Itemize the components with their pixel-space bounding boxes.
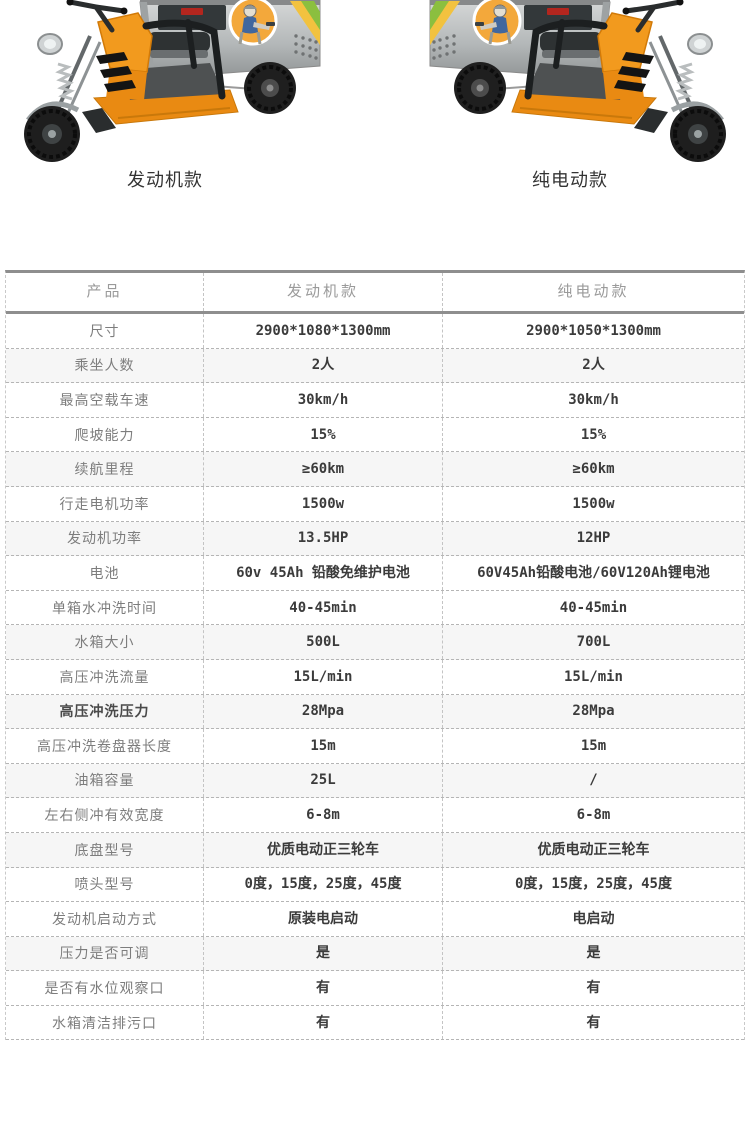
spec-value-engine: 28Mpa <box>203 694 442 729</box>
spec-label: 水箱大小 <box>74 634 135 651</box>
spec-value-engine: 30km/h <box>203 383 442 417</box>
spec-value-engine: 15% <box>203 417 442 452</box>
spec-value-engine: 15m <box>203 729 442 763</box>
spec-value-electric: 30km/h <box>442 383 744 417</box>
engine-model-image <box>0 0 333 165</box>
spec-value-electric: 是 <box>442 936 744 971</box>
spec-row: 电池 60v 45Ah 铅酸免维护电池 60V45Ah铅酸电池/60V120Ah锂电… <box>6 556 744 591</box>
spec-label: 续航里程 <box>74 461 135 478</box>
spec-row: 乘坐人数 2人 2人 <box>6 348 744 384</box>
spec-label: 单箱水冲洗时间 <box>52 599 157 616</box>
spec-label: 高压冲洗流量 <box>59 668 150 685</box>
spec-value-engine: ≥60km <box>203 452 442 486</box>
electric-model-image <box>417 0 750 165</box>
spec-value-electric: 12HP <box>442 521 744 556</box>
header-electric-model-column: 纯电动款 <box>442 273 744 311</box>
spec-value-electric: 15% <box>442 417 744 452</box>
spec-row: 尺寸 2900*1080*1300mm 2900*1050*1300mm <box>6 314 744 349</box>
spec-row: 发动机启动方式 原装电启动 电启动 <box>6 902 744 937</box>
spec-label: 爬坡能力 <box>74 426 135 443</box>
spec-label: 行走电机功率 <box>59 495 150 512</box>
spec-row: 最高空载车速 30km/h 30km/h <box>6 383 744 418</box>
spec-row: 是否有水位观察口 有有 <box>6 971 744 1006</box>
spec-value-electric: 0度，15度，25度，45度 <box>442 867 744 902</box>
spec-value-electric: 电启动 <box>442 902 744 936</box>
spec-value-engine: 有 <box>203 1005 442 1040</box>
spec-value-engine: 25L <box>203 763 442 798</box>
header-engine-model-column: 发动机款 <box>203 273 442 311</box>
spec-row: 高压冲洗卷盘器长度 15m 15m <box>6 729 744 764</box>
spec-value-electric: ≥60km <box>442 452 744 486</box>
spec-comparison-table: 产品 发动机款 纯电动款 尺寸 2900*1080*1300mm 2900*1050… <box>5 270 745 1041</box>
spec-value-electric: 15L/min <box>442 659 744 694</box>
spec-label: 电池 <box>89 564 120 581</box>
spec-value-engine: 2人 <box>203 348 442 383</box>
spec-value-electric: 有 <box>442 1005 744 1040</box>
spec-row: 单箱水冲洗时间 40-45min 40-45min <box>6 590 744 626</box>
spec-value-electric: 6-8m <box>442 798 744 832</box>
spec-value-engine: 0度，15度，25度，45度 <box>203 867 442 902</box>
spec-value-electric: 优质电动正三轮车 <box>442 832 744 867</box>
spec-label: 发动机功率 <box>67 530 142 547</box>
spec-value-engine: 13.5HP <box>203 521 442 556</box>
spec-row: 行走电机功率 1500w 1500w <box>6 486 744 522</box>
engine-model-caption: 发动机款 <box>127 170 203 190</box>
spec-row: 续航里程 ≥60km ≥60km <box>6 452 744 487</box>
spec-label: 压力是否可调 <box>59 945 150 962</box>
spec-row: 底盘型号 优质电动正三轮车 优质电动正三轮车 <box>6 832 744 868</box>
spec-label: 油箱容量 <box>74 772 135 789</box>
spec-row: 高压冲洗压力 28Mpa 28Mpa <box>6 694 744 730</box>
spec-row: 油箱容量 25L / <box>6 763 744 799</box>
spec-value-engine: 500L <box>203 625 442 659</box>
spec-row: 爬坡能力 15% 15% <box>6 417 744 453</box>
spec-value-electric: 40-45min <box>442 590 744 625</box>
spec-table-body: 尺寸 2900*1080*1300mm 2900*1050*1300mm 乘坐人数 2人… <box>6 314 744 1041</box>
spec-value-engine: 15L/min <box>203 659 442 694</box>
spec-value-electric: 1500w <box>442 486 744 521</box>
spec-row: 发动机功率 13.5HP 12HP <box>6 521 744 557</box>
spec-label: 高压冲洗压力 <box>59 703 150 720</box>
spec-label: 喷头型号 <box>74 876 135 893</box>
spec-label: 底盘型号 <box>74 841 135 858</box>
spec-label: 乘坐人数 <box>74 357 135 374</box>
spec-label: 是否有水位观察口 <box>44 980 165 997</box>
spec-value-engine: 有 <box>203 971 442 1005</box>
spec-row: 水箱清洁排污口 有有 <box>6 1005 744 1041</box>
spec-label: 左右侧冲有效宽度 <box>44 807 165 824</box>
spec-value-electric: 700L <box>442 625 744 659</box>
spec-row: 喷头型号 0度，15度，25度，45度 0度，15度，25度，45度 <box>6 867 744 903</box>
product-images-section: 发动机款 纯电动款 <box>0 0 750 200</box>
spec-row: 压力是否可调 是是 <box>6 936 744 972</box>
spec-value-electric: 2人 <box>442 348 744 383</box>
spec-label: 高压冲洗卷盘器长度 <box>37 737 172 754</box>
spec-row: 水箱大小 500L 700L <box>6 625 744 660</box>
spec-value-engine: 1500w <box>203 486 442 521</box>
spec-value-engine: 60v 45Ah 铅酸免维护电池 <box>203 556 442 590</box>
spec-table-header-row: 产品 发动机款 纯电动款 <box>6 273 744 314</box>
electric-model-caption: 纯电动款 <box>532 170 608 190</box>
spec-label: 尺寸 <box>89 322 120 339</box>
spec-value-engine: 6-8m <box>203 798 442 832</box>
spec-label: 最高空载车速 <box>59 391 150 408</box>
spec-value-engine: 原装电启动 <box>203 902 442 936</box>
spec-value-electric: / <box>442 763 744 798</box>
spec-label: 发动机启动方式 <box>52 910 157 927</box>
spec-value-engine: 40-45min <box>203 590 442 625</box>
spec-value-electric: 15m <box>442 729 744 763</box>
spec-value-electric: 60V45Ah铅酸电池/60V120Ah锂电池 <box>442 556 744 590</box>
spec-value-engine: 是 <box>203 936 442 971</box>
spec-value-engine: 2900*1080*1300mm <box>203 314 442 348</box>
spec-value-electric: 有 <box>442 971 744 1005</box>
spec-row: 高压冲洗流量 15L/min 15L/min <box>6 659 744 695</box>
spec-value-electric: 28Mpa <box>442 694 744 729</box>
spec-label: 水箱清洁排污口 <box>52 1014 157 1031</box>
spec-row: 左右侧冲有效宽度 6-8m 6-8m <box>6 798 744 833</box>
spec-value-engine: 优质电动正三轮车 <box>203 832 442 867</box>
header-product-column: 产品 <box>86 283 123 301</box>
spec-value-electric: 2900*1050*1300mm <box>442 314 744 348</box>
